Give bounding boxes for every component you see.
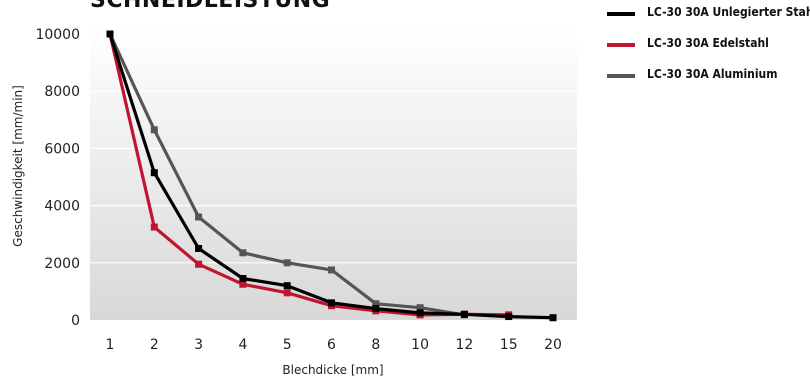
legend-swatch — [607, 74, 635, 78]
data-point — [151, 224, 158, 231]
x-tick-label: 8 — [371, 337, 380, 353]
legend-swatch — [607, 43, 635, 47]
data-point — [151, 169, 158, 176]
x-tick-label: 20 — [544, 337, 562, 353]
x-tick-label: 12 — [455, 337, 473, 353]
y-tick-label: 0 — [71, 313, 80, 329]
legend-item-unlegierter-stahl: LC-30 30A Unlegierter Stahl — [607, 3, 810, 23]
x-tick-label: 1 — [106, 337, 115, 353]
x-tick-label: 6 — [327, 337, 336, 353]
legend-label: LC-30 30A Unlegierter Stahl — [647, 5, 810, 19]
y-tick-label: 6000 — [44, 141, 80, 157]
y-tick-label: 10000 — [35, 27, 80, 43]
legend-label: LC-30 30A Edelstahl — [647, 36, 769, 50]
x-tick-label: 10 — [411, 337, 429, 353]
x-tick-label: 15 — [500, 337, 518, 353]
data-point — [284, 259, 291, 266]
x-tick-label: 2 — [150, 337, 159, 353]
legend-swatch — [607, 12, 635, 16]
data-point — [505, 313, 512, 320]
y-axis-label: Geschwindigkeit [mm/min] — [11, 85, 25, 247]
data-point — [239, 275, 246, 282]
data-point — [195, 245, 202, 252]
data-point — [328, 299, 335, 306]
x-axis-label: Blechdicke [mm] — [282, 363, 383, 377]
data-point — [239, 249, 246, 256]
x-tick-label: 4 — [238, 337, 247, 353]
legend-item-aluminium: LC-30 30A Aluminium — [607, 65, 810, 85]
data-point — [328, 266, 335, 273]
legend-label: LC-30 30A Aluminium — [647, 67, 777, 81]
data-point — [107, 31, 114, 38]
data-point — [151, 126, 158, 133]
data-point — [550, 314, 557, 321]
data-point — [417, 309, 424, 316]
data-point — [461, 311, 468, 318]
x-tick-label: 3 — [194, 337, 203, 353]
x-tick-label: 5 — [283, 337, 292, 353]
data-point — [195, 214, 202, 221]
data-point — [284, 282, 291, 289]
y-tick-label: 2000 — [44, 256, 80, 272]
data-point — [195, 261, 202, 268]
legend: LC-30 30A Unlegierter Stahl LC-30 30A Ed… — [607, 3, 810, 96]
y-tick-label: 8000 — [44, 84, 80, 100]
y-tick-label: 4000 — [44, 199, 80, 215]
data-point — [372, 305, 379, 312]
data-point — [284, 289, 291, 296]
plot-background — [90, 26, 577, 320]
legend-item-edelstahl: LC-30 30A Edelstahl — [607, 34, 810, 54]
